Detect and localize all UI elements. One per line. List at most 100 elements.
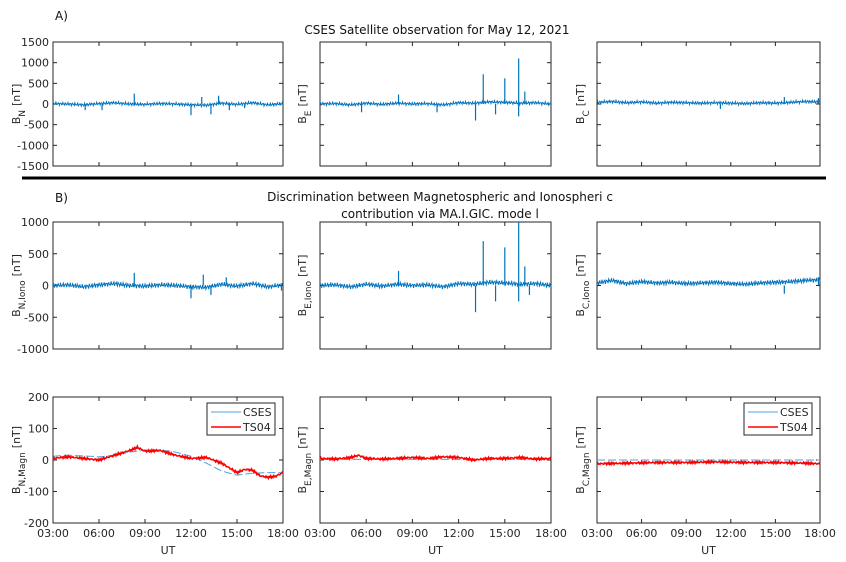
- x-tick-label: 06:00: [83, 527, 115, 540]
- x-tick-label: 15:00: [760, 527, 792, 540]
- y-axis-label: BN,Magn [nT]: [10, 426, 28, 494]
- y-axis-unit: [nT]: [10, 84, 23, 106]
- y-tick-label: 0: [42, 280, 49, 293]
- y-axis-label-subscript: N,Magn: [18, 452, 28, 486]
- y-axis-unit: [nT]: [574, 426, 587, 448]
- y-axis-label-main: B: [10, 117, 23, 125]
- y-tick-label: -1000: [17, 139, 49, 152]
- x-tick-label: 18:00: [535, 527, 567, 540]
- y-axis-unit: [nT]: [574, 254, 587, 276]
- x-tick-label: 12:00: [715, 527, 747, 540]
- y-axis-label-main: B: [574, 486, 587, 494]
- x-tick-label: 15:00: [489, 527, 521, 540]
- panel-b-c: BC,Iono [nT]: [574, 221, 821, 350]
- series-line: [319, 98, 552, 108]
- x-tick-label: 06:00: [626, 527, 658, 540]
- x-tick-label: 03:00: [304, 527, 336, 540]
- x-tick-label: 09:00: [397, 527, 429, 540]
- series-line: [52, 280, 284, 292]
- x-axis-label: UT: [161, 544, 176, 557]
- y-axis-label-subscript: C: [582, 110, 592, 116]
- y-axis-label-main: B: [10, 309, 23, 317]
- y-tick-label: 500: [28, 77, 49, 90]
- title-a: CSES Satellite observation for May 12, 2…: [304, 23, 569, 37]
- y-axis-label-main: B: [296, 116, 309, 124]
- legend-label: TS04: [242, 421, 271, 434]
- section-b-label: B): [55, 191, 68, 205]
- series-ts04: [52, 444, 284, 481]
- y-axis-label-subscript: C,Magn: [582, 452, 592, 486]
- x-tick-label: 18:00: [804, 527, 836, 540]
- x-tick-label: 03:00: [37, 527, 69, 540]
- panel-a-e: BE [nT]: [296, 41, 552, 167]
- panel-b-e: BE,Iono [nT]: [296, 221, 552, 350]
- x-tick-label: 09:00: [670, 527, 702, 540]
- x-tick-label: 15:00: [221, 527, 253, 540]
- y-tick-label: -1500: [17, 160, 49, 173]
- series-line: [319, 278, 552, 290]
- y-axis-label-subscript: E,Iono: [304, 280, 314, 308]
- y-axis-label-subscript: N: [18, 110, 28, 117]
- y-tick-label: 500: [28, 248, 49, 261]
- panel-a-c: BC [nT]: [574, 41, 821, 167]
- y-axis-label: BC,Iono [nT]: [574, 254, 592, 316]
- panel-c-c: 03:00 06:00 09:00 12:00 15:00 18:00 UT BC,Magn […: [574, 396, 836, 557]
- y-axis-label-main: B: [574, 309, 587, 317]
- y-tick-label: 1500: [21, 36, 49, 49]
- y-axis-unit: [nT]: [296, 255, 309, 277]
- y-axis-label-main: B: [574, 117, 587, 125]
- y-axis-label: BN,Iono [nT]: [10, 254, 28, 317]
- y-tick-label: -500: [24, 311, 49, 324]
- title-b-line2: contribution via MA.I.GIC. mode l: [341, 207, 539, 221]
- y-axis-label-subscript: N,Iono: [18, 280, 28, 309]
- y-axis-label-main: B: [296, 309, 309, 317]
- y-tick-label: 0: [42, 454, 49, 467]
- x-axis-label: UT: [428, 544, 443, 557]
- y-tick-label: 1000: [21, 216, 49, 229]
- y-tick-label: -200: [24, 517, 49, 530]
- x-tick-label: 18:00: [267, 527, 299, 540]
- plot-frame: [319, 396, 552, 524]
- y-axis-label: BE [nT]: [296, 84, 314, 124]
- y-axis-label: BE,Iono [nT]: [296, 255, 314, 317]
- panel-b-n: 1000 500 0 -500 -1000 BN,Iono [nT]: [10, 216, 284, 356]
- y-axis-label-subscript: E: [304, 110, 314, 116]
- x-tick-label: 12:00: [175, 527, 207, 540]
- y-axis-label-main: B: [10, 487, 23, 495]
- legend-label: CSES: [243, 406, 272, 419]
- legend-box: [206, 402, 276, 436]
- legend: CSES TS04: [743, 402, 813, 436]
- x-tick-label: 03:00: [581, 527, 613, 540]
- y-axis-label: BN [nT]: [10, 84, 28, 125]
- y-axis-label-subscript: E,Magn: [304, 453, 314, 486]
- series-line: [596, 98, 821, 107]
- series-ts04: [596, 458, 821, 467]
- y-axis-label: BC,Magn [nT]: [574, 426, 592, 494]
- y-axis-unit: [nT]: [574, 84, 587, 106]
- legend-label: TS04: [779, 421, 808, 434]
- y-tick-label: 100: [28, 423, 49, 436]
- y-axis-label-main: B: [296, 486, 309, 494]
- y-tick-label: -500: [24, 119, 49, 132]
- title-b-line1: Discrimination between Magnetospheric an…: [267, 190, 613, 204]
- y-axis-unit: [nT]: [10, 254, 23, 276]
- section-a-label: A): [55, 9, 68, 23]
- y-axis-unit: [nT]: [296, 426, 309, 448]
- y-axis-unit: [nT]: [10, 426, 23, 448]
- series-line: [596, 276, 821, 288]
- series-line: [52, 99, 284, 109]
- y-axis-label: BE,Magn [nT]: [296, 426, 314, 493]
- legend-label: CSES: [780, 406, 809, 419]
- panel-a-n: 1500 1000 500 0 -500 -1000 -1500 BN [nT]: [10, 36, 284, 173]
- x-tick-label: 06:00: [350, 527, 382, 540]
- legend: CSES TS04: [206, 402, 276, 436]
- x-axis-label: UT: [701, 544, 716, 557]
- y-tick-label: 0: [42, 98, 49, 111]
- panel-c-e: 03:00 06:00 09:00 12:00 15:00 18:00 UT BE,Magn […: [296, 396, 567, 557]
- y-tick-label: -100: [24, 486, 49, 499]
- y-tick-label: 1000: [21, 57, 49, 70]
- y-axis-unit: [nT]: [296, 84, 309, 106]
- y-tick-label: -1000: [17, 343, 49, 356]
